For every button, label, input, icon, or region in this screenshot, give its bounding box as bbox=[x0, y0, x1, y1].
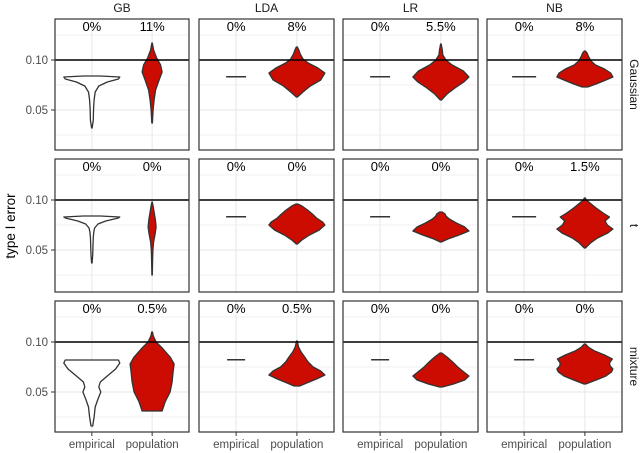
x-tick-label: empirical bbox=[213, 439, 259, 451]
population-violin bbox=[141, 42, 163, 124]
population-violin bbox=[129, 331, 175, 412]
rejection-rate-label: 0% bbox=[371, 301, 390, 316]
panel-border bbox=[198, 18, 335, 151]
panel-nb-gaussian: 0% 8% bbox=[486, 18, 623, 151]
panel-border bbox=[54, 18, 190, 151]
panel-border bbox=[342, 158, 479, 293]
x-tick-label: empirical bbox=[501, 439, 547, 451]
row-strip-label-gaussian: Gaussian bbox=[627, 59, 640, 110]
population-violin bbox=[268, 46, 326, 98]
panel-nb-t: 0% 1.5% bbox=[486, 158, 623, 293]
panel-lda-t: 0% 0% bbox=[198, 158, 335, 293]
empirical-violin bbox=[63, 75, 121, 129]
panel-grid: Gaussian 0.05 0.10 0% 11% GB 0% 8% LDA 0% 5.5% LR 0%… bbox=[26, 1, 640, 451]
x-tick-label: population bbox=[558, 439, 611, 451]
panel-lr-t: 0% 0% bbox=[342, 158, 479, 293]
rejection-rate-label: 8% bbox=[575, 19, 594, 34]
population-violin bbox=[268, 340, 326, 387]
y-axis-label: type I error bbox=[3, 193, 18, 259]
rejection-rate-label: 0% bbox=[287, 159, 306, 174]
panel-lda-gaussian: 0% 8% bbox=[198, 18, 335, 151]
row-strip-label-t: t bbox=[627, 224, 640, 228]
panel-border bbox=[342, 18, 479, 151]
rejection-rate-label: 0% bbox=[227, 301, 246, 316]
x-tick-label: population bbox=[126, 439, 179, 451]
rejection-rate-label: 11% bbox=[140, 19, 165, 34]
population-violin bbox=[556, 50, 614, 88]
panel-lda-mixture: 0% 0.5% bbox=[198, 300, 335, 433]
panel-border bbox=[54, 158, 190, 293]
rejection-rate-label: 0% bbox=[143, 159, 162, 174]
rejection-rate-label: 0% bbox=[227, 159, 246, 174]
panel-gb-t: 0% 0% bbox=[54, 158, 190, 293]
rejection-rate-label: 0% bbox=[371, 19, 390, 34]
column-strip-label-nb: NB bbox=[546, 1, 563, 15]
panel-border bbox=[198, 158, 335, 293]
rejection-rate-label: 0% bbox=[227, 19, 246, 34]
y-tick-label: 0.10 bbox=[26, 195, 48, 207]
rejection-rate-label: 0% bbox=[431, 159, 450, 174]
y-tick-label: 0.10 bbox=[26, 55, 48, 67]
population-violin bbox=[412, 43, 470, 101]
rejection-rate-label: 0% bbox=[82, 19, 101, 34]
panel-lr-mixture: 0% 0% bbox=[342, 300, 479, 433]
population-violin bbox=[412, 352, 470, 388]
population-violin bbox=[556, 343, 614, 385]
x-tick-label: population bbox=[270, 439, 323, 451]
panel-border bbox=[486, 158, 623, 293]
panel-border bbox=[486, 300, 623, 433]
panel-border bbox=[342, 300, 479, 433]
rejection-rate-label: 0% bbox=[575, 301, 594, 316]
panel-gb-mixture: 0% 0.5% bbox=[54, 300, 190, 433]
rejection-rate-label: 5.5% bbox=[426, 19, 456, 34]
x-tick-label: population bbox=[414, 439, 467, 451]
y-tick-label: 0.05 bbox=[26, 105, 48, 117]
panel-border bbox=[486, 18, 623, 151]
population-violin bbox=[556, 197, 614, 249]
panel-border bbox=[198, 300, 335, 433]
rejection-rate-label: 8% bbox=[287, 19, 306, 34]
population-violin bbox=[147, 201, 157, 276]
x-tick-label: empirical bbox=[69, 439, 115, 451]
panel-lr-gaussian: 0% 5.5% bbox=[342, 18, 479, 151]
column-strip-label-gb: GB bbox=[113, 1, 130, 15]
y-tick-label: 0.05 bbox=[26, 245, 48, 257]
rejection-rate-label: 0% bbox=[371, 159, 390, 174]
panel-border bbox=[54, 300, 190, 433]
row-strip-label-mixture: mixture bbox=[627, 347, 640, 387]
y-tick-label: 0.10 bbox=[26, 337, 48, 349]
population-violin bbox=[412, 211, 470, 243]
panel-gb-gaussian: 0% 11% bbox=[54, 18, 190, 151]
y-tick-label: 0.05 bbox=[26, 387, 48, 399]
rejection-rate-label: 0% bbox=[82, 159, 101, 174]
rejection-rate-label: 0% bbox=[515, 19, 534, 34]
rejection-rate-label: 0% bbox=[515, 301, 534, 316]
rejection-rate-label: 0% bbox=[82, 301, 101, 316]
rejection-rate-label: 0% bbox=[431, 301, 450, 316]
rejection-rate-label: 1.5% bbox=[570, 159, 600, 174]
x-tick-label: empirical bbox=[357, 439, 403, 451]
panel-nb-mixture: 0% 0% bbox=[486, 300, 623, 433]
rejection-rate-label: 0.5% bbox=[137, 301, 167, 316]
empirical-violin bbox=[63, 215, 121, 264]
rejection-rate-label: 0% bbox=[515, 159, 534, 174]
column-strip-label-lr: LR bbox=[403, 1, 419, 15]
population-violin bbox=[268, 203, 326, 245]
column-strip-label-lda: LDA bbox=[255, 1, 278, 15]
rejection-rate-label: 0.5% bbox=[282, 301, 312, 316]
empirical-violin bbox=[63, 359, 121, 427]
